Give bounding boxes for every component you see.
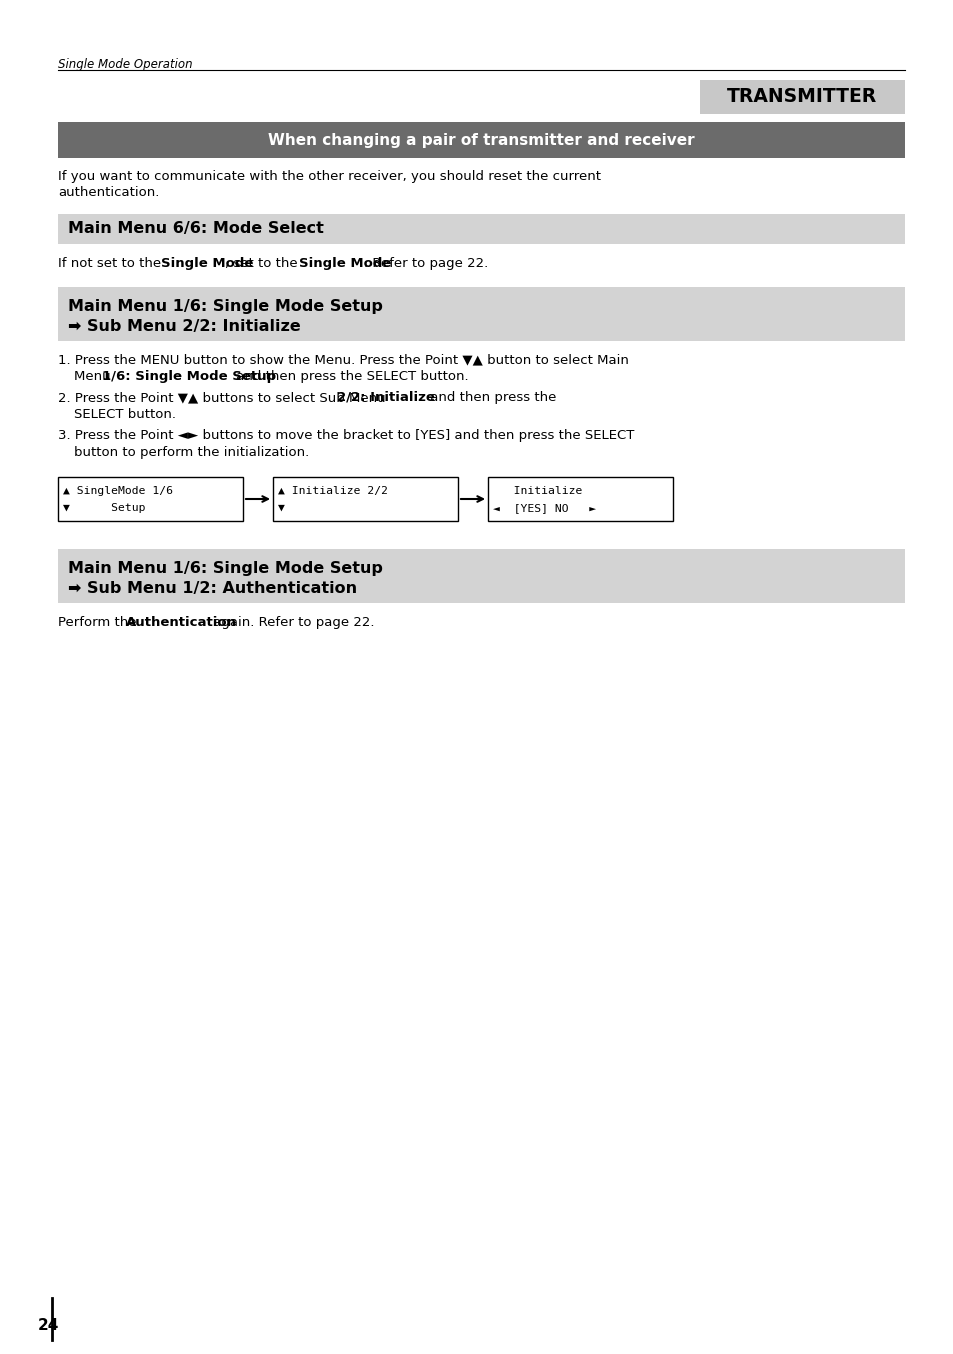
- Text: 1/6: Single Mode Setup: 1/6: Single Mode Setup: [102, 370, 276, 383]
- Text: ▲ Initialize 2/2: ▲ Initialize 2/2: [277, 486, 388, 496]
- Text: button to perform the initialization.: button to perform the initialization.: [74, 445, 309, 459]
- FancyBboxPatch shape: [273, 477, 457, 521]
- Text: Single Mode: Single Mode: [160, 257, 253, 269]
- FancyBboxPatch shape: [58, 548, 904, 603]
- Text: Main Menu 1/6: Single Mode Setup: Main Menu 1/6: Single Mode Setup: [68, 299, 382, 314]
- Text: ▲ SingleMode 1/6: ▲ SingleMode 1/6: [63, 486, 172, 496]
- Text: again. Refer to page 22.: again. Refer to page 22.: [209, 616, 374, 630]
- Text: Main Menu 6/6: Mode Select: Main Menu 6/6: Mode Select: [68, 222, 323, 237]
- Text: If you want to communicate with the other receiver, you should reset the current: If you want to communicate with the othe…: [58, 171, 600, 183]
- Text: Single Mode: Single Mode: [299, 257, 392, 269]
- Text: 1. Press the MENU button to show the Menu. Press the Point ▼▲ button to select M: 1. Press the MENU button to show the Men…: [58, 353, 628, 366]
- Text: and then press the: and then press the: [425, 391, 556, 403]
- Text: Perform the: Perform the: [58, 616, 141, 630]
- Text: . Refer to page 22.: . Refer to page 22.: [364, 257, 488, 269]
- Text: 2/2: Initialize: 2/2: Initialize: [337, 391, 435, 403]
- Text: ▼      Setup: ▼ Setup: [63, 502, 146, 513]
- FancyBboxPatch shape: [700, 80, 904, 114]
- Text: Menu: Menu: [74, 370, 114, 383]
- FancyBboxPatch shape: [488, 477, 672, 521]
- Text: Authentication: Authentication: [126, 616, 237, 630]
- Text: and then press the SELECT button.: and then press the SELECT button.: [232, 370, 468, 383]
- Text: ◄  [YES] NO   ►: ◄ [YES] NO ►: [493, 502, 596, 513]
- Text: ▼: ▼: [277, 502, 285, 513]
- Text: ➡ Sub Menu 1/2: Authentication: ➡ Sub Menu 1/2: Authentication: [68, 581, 356, 596]
- Text: 24: 24: [38, 1317, 59, 1332]
- Text: SELECT button.: SELECT button.: [74, 408, 175, 421]
- FancyBboxPatch shape: [58, 214, 904, 244]
- Text: , set to the: , set to the: [225, 257, 302, 269]
- Text: When changing a pair of transmitter and receiver: When changing a pair of transmitter and …: [268, 133, 694, 148]
- Text: Single Mode Operation: Single Mode Operation: [58, 58, 193, 70]
- Text: Main Menu 1/6: Single Mode Setup: Main Menu 1/6: Single Mode Setup: [68, 561, 382, 575]
- Text: If not set to the: If not set to the: [58, 257, 165, 269]
- FancyBboxPatch shape: [58, 122, 904, 158]
- FancyBboxPatch shape: [58, 477, 243, 521]
- FancyBboxPatch shape: [58, 287, 904, 341]
- Text: authentication.: authentication.: [58, 185, 159, 199]
- Text: 3. Press the Point ◄► buttons to move the bracket to [YES] and then press the SE: 3. Press the Point ◄► buttons to move th…: [58, 429, 634, 441]
- Text: TRANSMITTER: TRANSMITTER: [726, 88, 877, 107]
- Text: ➡ Sub Menu 2/2: Initialize: ➡ Sub Menu 2/2: Initialize: [68, 320, 300, 334]
- Text: Initialize: Initialize: [493, 486, 581, 496]
- Text: 2. Press the Point ▼▲ buttons to select Sub Menu: 2. Press the Point ▼▲ buttons to select …: [58, 391, 390, 403]
